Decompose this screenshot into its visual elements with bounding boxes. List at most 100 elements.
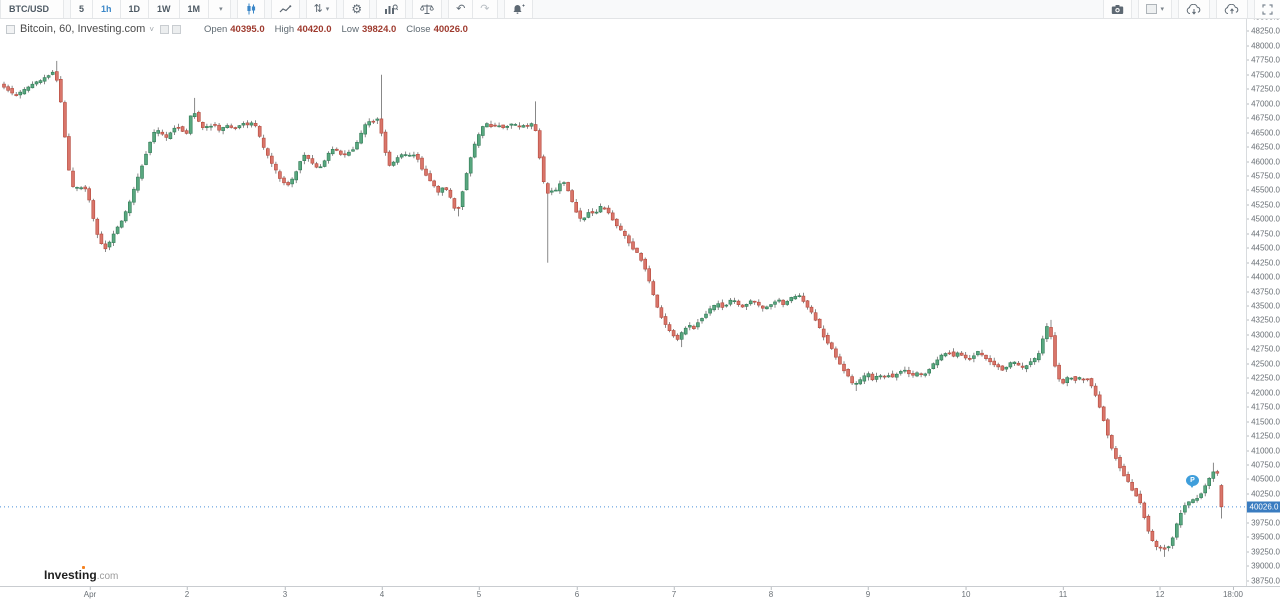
- price-tick: 44000.0: [1247, 273, 1280, 282]
- time-tick-6: 6: [575, 587, 579, 599]
- bar-chart-search-icon: [384, 3, 399, 15]
- time-tick-7: 7: [672, 587, 676, 599]
- high-value: 40420.0: [297, 23, 332, 35]
- redo-button[interactable]: ↷: [473, 0, 498, 18]
- line-chart-icon: [279, 3, 292, 15]
- price-tick: 41000.0: [1247, 446, 1280, 455]
- price-tick: 39500.0: [1247, 533, 1280, 542]
- camera-icon: [1111, 4, 1124, 15]
- toolbar-right-group: ▾: [1103, 0, 1280, 18]
- price-tick: 46500.0: [1247, 128, 1280, 137]
- bell-plus-icon: [512, 3, 525, 15]
- load-chart-button[interactable]: [1178, 0, 1210, 18]
- compare-button[interactable]: ⇅ ▾: [305, 0, 338, 18]
- ohlc-readout: Open 40395.0 High 40420.0 Low 39824.0 Cl…: [194, 24, 468, 35]
- scales-icon: [420, 3, 434, 15]
- candlestick-style-button[interactable]: [236, 0, 265, 18]
- series-visibility-checkbox[interactable]: [6, 24, 15, 34]
- chart-toolbar: BTC/USD 5 1h 1D 1W 1M ▾ ⇅ ▾ ⚙: [0, 0, 1280, 19]
- save-chart-button[interactable]: [1216, 0, 1248, 18]
- price-tick: 48250.0: [1247, 27, 1280, 36]
- price-tick: 39000.0: [1247, 562, 1280, 571]
- open-value: 40395.0: [230, 23, 265, 35]
- chevron-down-icon[interactable]: ˅: [149, 24, 155, 34]
- cloud-download-icon: [1186, 3, 1202, 15]
- price-tick: 40500.0: [1247, 475, 1280, 484]
- price-tick: 46750.0: [1247, 114, 1280, 123]
- price-tick: 45500.0: [1247, 186, 1280, 195]
- candlestick-chart-icon: [245, 3, 257, 15]
- last-price-tag: 40026.0: [1247, 501, 1280, 513]
- time-tick-9: 9: [866, 587, 870, 599]
- time-tick-2: 2: [185, 587, 189, 599]
- indicators-button[interactable]: [270, 0, 300, 18]
- price-tick: 43500.0: [1247, 302, 1280, 311]
- interval-group: 5 1h 1D 1W 1M: [70, 0, 210, 18]
- price-tick: 39750.0: [1247, 518, 1280, 527]
- close-label: Close: [406, 23, 431, 35]
- time-tick-5: 5: [477, 587, 481, 599]
- logo-suffix: .com: [96, 571, 119, 582]
- time-tick-11: 11: [1059, 587, 1067, 599]
- time-axis[interactable]: Apr 2 3 4 5 6 7 8 9 10 11 12 18:00: [0, 586, 1280, 600]
- price-tick: 42500.0: [1247, 359, 1280, 368]
- series-legend: Bitcoin, 60, Investing.com ˅ Open 40395.…: [6, 23, 468, 35]
- logo-orange-dot-icon: [82, 566, 85, 569]
- interval-button-5[interactable]: 5: [70, 0, 94, 18]
- compare-instruments-button[interactable]: [412, 0, 443, 18]
- price-tick: 39250.0: [1247, 547, 1280, 556]
- price-axis[interactable]: 48500.048250.048000.047750.047500.047250…: [1246, 13, 1280, 586]
- technical-analysis-button[interactable]: [376, 0, 407, 18]
- alert-button[interactable]: [503, 0, 533, 18]
- price-tick: 47500.0: [1247, 70, 1280, 79]
- snapshot-button[interactable]: [1103, 0, 1133, 18]
- series-title[interactable]: Bitcoin, 60, Investing.com: [20, 23, 146, 35]
- price-tick: 47000.0: [1247, 99, 1280, 108]
- price-tick: 41500.0: [1247, 417, 1280, 426]
- time-tick-18:00: 18:00: [1223, 587, 1243, 599]
- price-tick: 44750.0: [1247, 229, 1280, 238]
- price-tick: 41750.0: [1247, 403, 1280, 412]
- logo-text: Investing: [44, 568, 97, 582]
- price-tick: 43750.0: [1247, 287, 1280, 296]
- price-tick: 42000.0: [1247, 388, 1280, 397]
- price-tick: 40250.0: [1247, 489, 1280, 498]
- chevron-down-icon: ▾: [1160, 6, 1164, 13]
- time-tick-12: 12: [1156, 587, 1164, 599]
- undo-button[interactable]: ↶: [448, 0, 474, 18]
- chevron-down-icon: ▾: [219, 6, 223, 13]
- settings-button[interactable]: ⚙: [343, 0, 371, 18]
- series-settings-icon[interactable]: [160, 24, 170, 34]
- fullscreen-button[interactable]: [1254, 0, 1280, 18]
- interval-button-1h[interactable]: 1h: [93, 0, 121, 18]
- interval-button-1W[interactable]: 1W: [149, 0, 180, 18]
- price-tick: 45250.0: [1247, 200, 1280, 209]
- open-label: Open: [204, 23, 228, 35]
- symbol-button[interactable]: BTC/USD: [0, 0, 64, 18]
- price-tick: 47250.0: [1247, 85, 1280, 94]
- time-tick-3: 3: [283, 587, 287, 599]
- price-tick: 45000.0: [1247, 215, 1280, 224]
- chart-properties-button[interactable]: ▾: [1138, 0, 1172, 18]
- investing-logo: Investing.com: [44, 566, 119, 582]
- interval-button-1D[interactable]: 1D: [120, 0, 150, 18]
- interval-dropdown-button[interactable]: ▾: [209, 0, 231, 18]
- interval-button-1M[interactable]: 1M: [179, 0, 210, 18]
- gear-icon: ⚙: [351, 2, 363, 16]
- price-tick: 44500.0: [1247, 244, 1280, 253]
- undo-arrow-icon: ↶: [456, 2, 466, 15]
- compare-arrows-icon: ⇅: [313, 2, 323, 15]
- chevron-down-icon: ▾: [325, 6, 330, 13]
- price-tick: 38750.0: [1247, 576, 1280, 585]
- price-tick: 41250.0: [1247, 432, 1280, 441]
- close-value: 40026.0: [433, 23, 468, 35]
- series-close-icon[interactable]: [172, 24, 182, 34]
- price-tick: 43000.0: [1247, 330, 1280, 339]
- price-tick: 42250.0: [1247, 374, 1280, 383]
- position-marker[interactable]: P: [1186, 475, 1199, 488]
- price-tick: 46250.0: [1247, 143, 1280, 152]
- time-tick-Apr: Apr: [84, 587, 96, 599]
- high-label: High: [274, 23, 295, 35]
